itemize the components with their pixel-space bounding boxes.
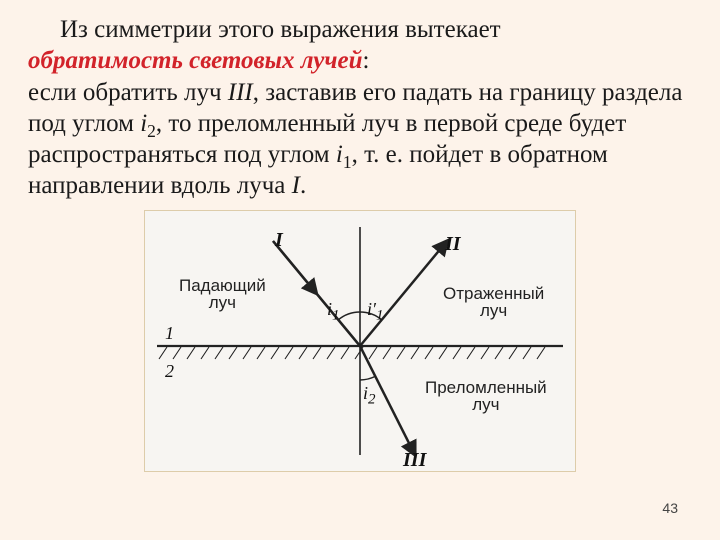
colon: :: [363, 47, 370, 74]
emphasis-text: обратимость световых лучей: [28, 47, 363, 74]
ray-III-ref: III: [228, 79, 253, 106]
ray-label-III: III: [403, 449, 426, 472]
body-0: если обратить луч: [28, 79, 228, 106]
intro-text: Из симметрии этого выражения вытекает: [60, 16, 501, 43]
medium-label-1: 1: [165, 323, 174, 344]
body-10: .: [300, 172, 306, 199]
body-text: Из симметрии этого выражения вытекает об…: [28, 14, 692, 202]
page-number: 43: [662, 500, 678, 516]
refraction-diagram: IIIIIIi1i′1i212ПадающийлучОтраженныйлучП…: [144, 210, 576, 472]
i-sym-2: i: [336, 141, 343, 168]
medium-label-2: 2: [165, 361, 174, 382]
caption-refracted: Преломленныйлуч: [425, 379, 547, 415]
caption-incident: Падающийлуч: [179, 277, 266, 313]
ray-label-II: II: [445, 233, 461, 256]
angle-label-i1: i1: [327, 299, 340, 325]
slide: Из симметрии этого выражения вытекает об…: [0, 0, 720, 540]
i-sub-2: 2: [147, 121, 156, 141]
angle-label-i1p: i′1: [367, 299, 383, 325]
ray-I-ref: I: [292, 172, 300, 199]
angle-label-i2: i2: [363, 383, 376, 409]
figure-wrap: IIIIIIi1i′1i212ПадающийлучОтраженныйлучП…: [28, 210, 692, 477]
i-sub-1: 1: [343, 152, 352, 172]
ray-label-I: I: [275, 229, 283, 252]
caption-reflected: Отраженныйлуч: [443, 285, 544, 321]
